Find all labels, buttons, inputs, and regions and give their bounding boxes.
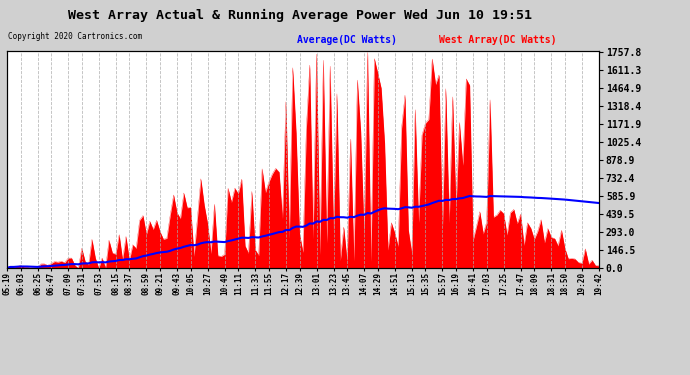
- Text: Average(DC Watts): Average(DC Watts): [297, 35, 397, 45]
- Text: West Array(DC Watts): West Array(DC Watts): [439, 35, 557, 45]
- Text: West Array Actual & Running Average Power Wed Jun 10 19:51: West Array Actual & Running Average Powe…: [68, 9, 532, 22]
- Text: Copyright 2020 Cartronics.com: Copyright 2020 Cartronics.com: [8, 32, 142, 41]
